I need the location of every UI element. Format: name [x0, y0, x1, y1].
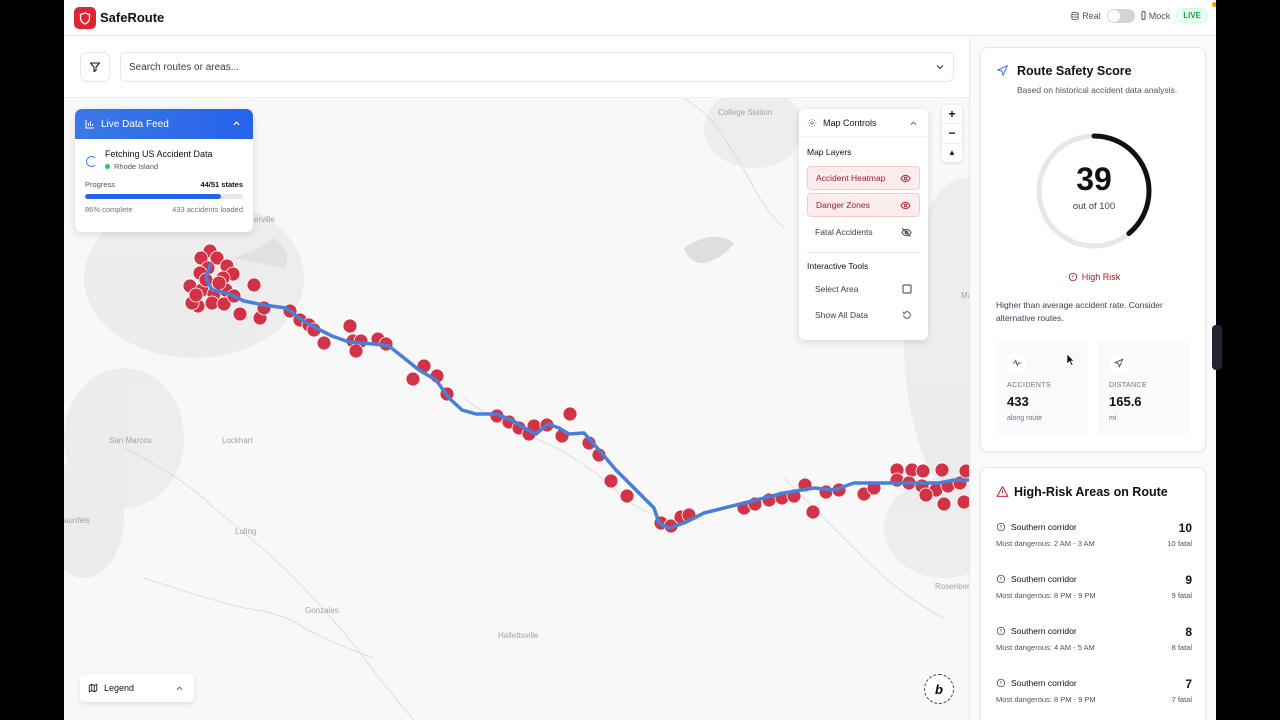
- bolt-badge-icon[interactable]: b: [924, 674, 954, 704]
- safety-score-title: Route Safety Score: [1017, 64, 1132, 78]
- square-icon[interactable]: [902, 284, 912, 294]
- top-header: SafeRoute Real Mock LIVE: [64, 0, 1216, 36]
- risk-area-item[interactable]: Southern corridor Most dangerous: 8 PM -…: [996, 573, 1192, 600]
- map-label-college-station: College Station: [718, 108, 773, 117]
- screen-edge: [1212, 0, 1280, 720]
- mouse-cursor-icon: [1066, 353, 1075, 366]
- map-label-new-braunfels: aunfels: [64, 516, 90, 525]
- zoom-out-button[interactable]: −: [942, 124, 962, 144]
- bar-chart-icon: [85, 119, 95, 129]
- progress-percent: 86% complete: [85, 205, 133, 214]
- progress-label: Progress: [85, 180, 116, 189]
- eye-icon[interactable]: [900, 173, 911, 184]
- accidents-loaded: 433 accidents loaded: [172, 205, 243, 214]
- chevron-up-icon[interactable]: [232, 119, 241, 128]
- stat-accidents: ACCIDENTS 433 along route: [996, 340, 1087, 436]
- loading-spinner-icon: [86, 156, 97, 167]
- alert-circle-icon: [996, 522, 1006, 532]
- tool-select-area[interactable]: Select Area: [807, 277, 920, 301]
- safety-score-subtitle: Based on historical accident data analys…: [1017, 85, 1178, 95]
- map-canvas[interactable]: College Station San Marcos Lockhart aunf…: [64, 98, 969, 720]
- live-data-feed-panel: Live Data Feed Fetching US Accident Data…: [75, 109, 253, 232]
- map-layers-heading: Map Layers: [807, 147, 852, 157]
- legend-button[interactable]: Legend: [80, 674, 194, 702]
- filter-icon: [90, 62, 100, 72]
- layer-accident-heatmap[interactable]: Accident Heatmap: [807, 166, 920, 190]
- warning-triangle-icon: [996, 486, 1009, 497]
- map-label-hallettsville: Hallettsville: [498, 631, 539, 640]
- divider: [807, 252, 920, 253]
- score-gauge: [1036, 133, 1152, 249]
- saferoute-app: SafeRoute Real Mock LIVE: [64, 0, 1216, 720]
- risk-area-item[interactable]: Southern corridor Most dangerous: 8 PM -…: [996, 677, 1192, 704]
- compass-button[interactable]: ▲: [948, 148, 956, 158]
- progress-count: 44/51 states: [200, 180, 243, 189]
- alert-circle-icon: [996, 574, 1006, 584]
- live-data-feed-header[interactable]: Live Data Feed: [75, 109, 253, 139]
- activity-icon: [1008, 354, 1026, 372]
- map-icon: [88, 683, 98, 693]
- live-data-feed-title: Live Data Feed: [101, 118, 169, 130]
- map-label-pflugerville: erville: [254, 215, 275, 224]
- live-badge: LIVE: [1176, 8, 1208, 23]
- flask-icon: [1141, 11, 1146, 20]
- risk-area-item[interactable]: Southern corridor Most dangerous: 2 AM -…: [996, 521, 1192, 548]
- accident-markers: [182, 243, 969, 534]
- layer-fatal-accidents[interactable]: Fatal Accidents: [807, 220, 920, 244]
- search-toolbar: [64, 36, 969, 98]
- map-label-magnolia: Ma: [961, 291, 969, 300]
- high-risk-title: High-Risk Areas on Route: [1014, 485, 1168, 499]
- mode-real: Real: [1071, 11, 1101, 21]
- map-label-rosenberg: Rosenber: [935, 582, 969, 591]
- navigation-icon: [997, 65, 1008, 76]
- search-input[interactable]: [129, 61, 945, 73]
- right-sidebar: Route Safety Score Based on historical a…: [969, 36, 1216, 720]
- risk-description: Higher than average accident rate. Consi…: [996, 300, 1163, 323]
- zoom-in-button[interactable]: +: [942, 105, 962, 125]
- eye-off-icon[interactable]: [901, 227, 912, 238]
- stat-distance: DISTANCE 165.6 mi: [1098, 340, 1189, 436]
- safety-score-value: 39: [1076, 161, 1112, 197]
- alert-circle-icon: [996, 678, 1006, 688]
- risk-level: High Risk: [981, 272, 1207, 282]
- gear-icon: [807, 118, 817, 128]
- layer-danger-zones[interactable]: Danger Zones: [807, 193, 920, 217]
- map-background: [64, 98, 969, 720]
- map-controls-panel: Map Controls Map Layers Accident Heatmap…: [799, 109, 928, 340]
- notification-dot: [1212, 2, 1216, 7]
- eye-icon[interactable]: [900, 200, 911, 211]
- interactive-tools-heading: Interactive Tools: [807, 261, 869, 271]
- chevron-up-icon: [176, 686, 183, 691]
- search-box[interactable]: [120, 52, 954, 82]
- map-controls-header[interactable]: Map Controls: [799, 109, 928, 137]
- real-mock-toggle[interactable]: [1106, 8, 1135, 23]
- data-mode-switch: Real Mock LIVE: [1071, 8, 1208, 23]
- chevron-up-icon[interactable]: [909, 119, 918, 128]
- high-risk-areas-card: High-Risk Areas on Route Southern corrid…: [980, 467, 1206, 720]
- zoom-controls: + − ▲: [942, 105, 962, 162]
- alert-circle-icon: [996, 626, 1006, 636]
- map-label-gonzales: Gonzales: [305, 606, 339, 615]
- shield-logo-icon: [74, 7, 96, 29]
- map-label-san-marcos: San Marcos: [109, 436, 152, 445]
- mode-mock: Mock: [1141, 11, 1170, 21]
- route-safety-card: Route Safety Score Based on historical a…: [980, 47, 1206, 452]
- database-icon: [1071, 11, 1079, 20]
- map-label-luling: Luling: [235, 527, 257, 536]
- navigation-icon: [1110, 354, 1128, 372]
- route-line: [204, 263, 969, 530]
- safety-score-max: out of 100: [1072, 201, 1116, 212]
- app-title: SafeRoute: [100, 10, 165, 25]
- risk-area-item[interactable]: Southern corridor Most dangerous: 4 AM -…: [996, 625, 1192, 652]
- chevron-down-icon[interactable]: [935, 62, 945, 72]
- filter-button[interactable]: [80, 52, 110, 82]
- tool-show-all-data[interactable]: Show All Data: [807, 303, 920, 327]
- reset-icon[interactable]: [902, 310, 912, 320]
- alert-circle-icon: [1068, 272, 1077, 282]
- current-state: Rhode Island: [105, 162, 243, 171]
- status-dot-icon: [105, 164, 110, 169]
- map-label-lockhart: Lockhart: [222, 436, 253, 445]
- fetch-status-title: Fetching US Accident Data: [105, 149, 213, 159]
- progress-bar: [85, 194, 243, 199]
